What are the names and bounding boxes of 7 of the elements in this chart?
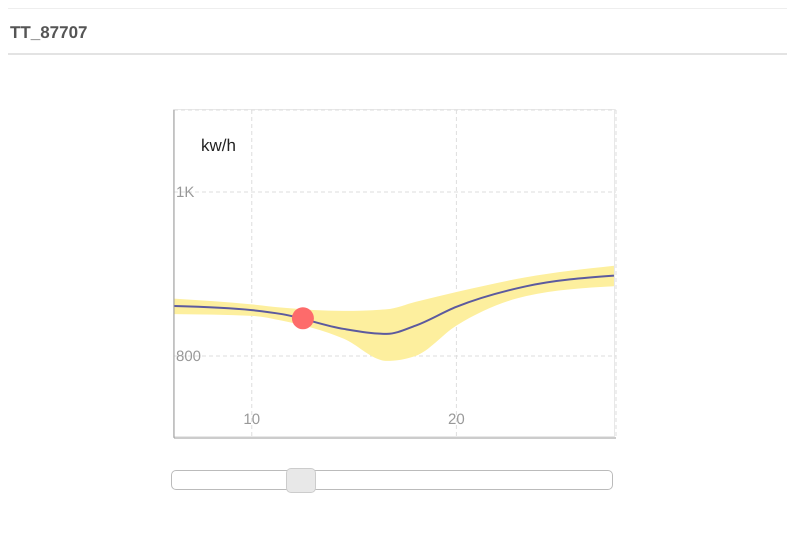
y-tick-label: 800 <box>176 348 202 365</box>
line-series <box>174 274 615 335</box>
chart-title: TT_87707 <box>10 23 88 43</box>
y-axis-title: kw/h <box>201 136 236 156</box>
x-tick-label: 10 <box>243 411 260 428</box>
x-tick-label: 20 <box>448 411 465 428</box>
y-tick-label: 1K <box>176 184 194 201</box>
